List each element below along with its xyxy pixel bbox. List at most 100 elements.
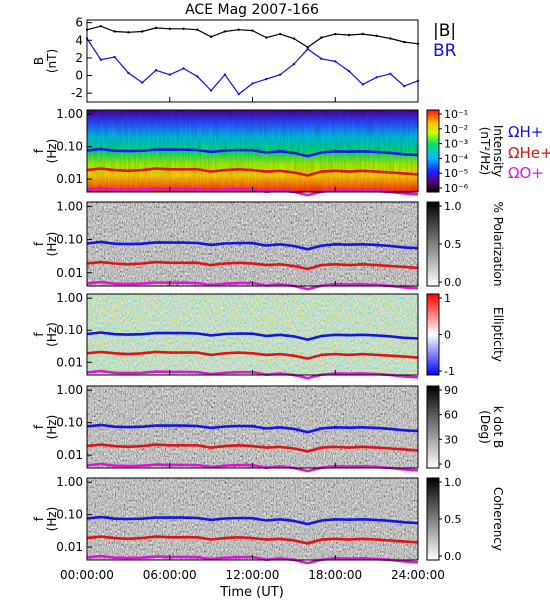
polarization-ylabel-part-0: f (32, 241, 46, 246)
field-ytick-label: 4 (75, 33, 83, 47)
ion-legend: ΩH+ ΩHe+ ΩO+ (508, 123, 550, 182)
intensity-ytick-label: 0.01 (56, 172, 83, 186)
field-ylabel: B(nT) (32, 49, 59, 73)
bmag-point (99, 24, 102, 28)
legend-hplus: ΩH+ (508, 123, 543, 141)
kdotb-ytick-label: 0.10 (56, 416, 83, 430)
br-point (154, 69, 158, 72)
ellipticity-ylabel: f(Hz) (32, 322, 59, 347)
field-ytick-label: 0 (75, 69, 83, 83)
legend-br: BR (433, 41, 457, 61)
intensity-colorbar-tick-label: 10⁻¹ (444, 108, 468, 121)
br-point (251, 82, 254, 85)
coherency-colorbar (426, 477, 440, 561)
coherency-ylabel-part-1: (Hz) (45, 507, 59, 532)
polarization-hplus-line (86, 240, 419, 251)
field-legend: |B| BR (433, 21, 457, 61)
time-tick-label: 24:00:00 (391, 568, 445, 582)
bmag-point (347, 33, 351, 37)
kdotb-ylabel-part-1: (Hz) (45, 415, 59, 440)
bmag-point (154, 26, 158, 30)
br-point (140, 81, 144, 84)
kdotb-colorbar (426, 385, 440, 469)
kdotb-colorbar-label-part-0: k dot B (491, 406, 505, 448)
polarization-heplus-line (86, 260, 419, 271)
br-point (127, 71, 130, 75)
time-tick-label: 00:00:00 (60, 568, 114, 582)
br-point (389, 72, 392, 75)
polarization-colorbar-tick-label: 0.5 (444, 238, 462, 251)
br-point (347, 69, 351, 73)
intensity-ytick-label: 0.10 (56, 140, 83, 154)
intensity-ylabel-part-0: f (32, 148, 46, 153)
intensity-colorbar-tick-label: 10⁻⁴ (444, 152, 469, 165)
coherency-ytick-label: 0.10 (56, 508, 83, 522)
coherency-heplus-line (86, 535, 419, 545)
bmag-point (389, 37, 392, 40)
intensity-ylabel-part-1: (Hz) (45, 139, 59, 164)
kdotb-colorbar-label-part-1: (Deg) (478, 410, 492, 444)
polarization-ylabel-part-1: (Hz) (45, 232, 59, 257)
ellipticity-colorbar (426, 293, 440, 376)
intensity-heplus-line (86, 167, 419, 177)
br-point (278, 73, 282, 76)
kdotb-ytick-label: 1.00 (56, 383, 83, 397)
kdotb-heplus-line (86, 443, 419, 453)
coherency-colorbar-tick-label: 0.5 (444, 513, 462, 526)
legend-bmag: |B| (433, 21, 456, 41)
field-ytick-label: 2 (75, 51, 83, 65)
br-point (334, 60, 337, 63)
figure-title: ACE Mag 2007-166 (185, 2, 319, 18)
bmag-point (182, 27, 185, 31)
coherency-ytick-label: 1.00 (56, 475, 83, 489)
br-point (265, 77, 268, 81)
br-point (320, 57, 323, 60)
time-axis-label: Time (UT) (219, 585, 284, 600)
bmag-point (334, 32, 337, 36)
coherency-ytick-label: 0.01 (56, 540, 83, 554)
intensity-colorbar-tick-label: 10⁻⁶ (444, 182, 469, 195)
bmag-point (306, 46, 309, 49)
coherency-ylabel: f(Hz) (32, 507, 59, 532)
bmag-point (168, 27, 171, 31)
time-tick-label: 12:00:00 (226, 568, 280, 582)
br-point (209, 89, 213, 92)
bmag-point (237, 28, 240, 31)
ellipticity-colorbar-label-part-0: Ellipticity (491, 307, 505, 362)
intensity-ylabel: f(Hz) (32, 139, 59, 164)
bmag-point (361, 32, 365, 36)
legend-heplus: ΩHe+ (508, 144, 550, 162)
time-axis: 00:00:00 06:00:00 12:00:00 18:00:00 24:00:00 (60, 97, 445, 582)
kdotb-hplus-line (86, 423, 419, 434)
intensity-colorbar-label-part-1: (nT²/Hz) (478, 127, 492, 175)
intensity-colorbar-tick-label: 10⁻⁵ (444, 167, 468, 180)
panel-coherency: 1.00 0.10 0.01 f(Hz) 1.0 0.5 0.0 Coherency (32, 475, 505, 565)
polarization-colorbar-tick-label: 1.0 (444, 200, 462, 213)
bmag-point (292, 37, 296, 40)
kdotb-colorbar-tick-label: 60 (444, 409, 458, 422)
kdotb-colorbar-tick-label: 0 (444, 458, 451, 471)
polarization-colorbar (426, 201, 440, 287)
kdotb-colorbar-tick-label: 90 (444, 384, 458, 397)
ellipticity-ylabel-part-1: (Hz) (45, 322, 59, 347)
time-tick-label: 06:00:00 (143, 568, 197, 582)
panels: 6420-2B(nT)1.000.100.01f(Hz)10⁻¹10⁻²10⁻³… (32, 16, 505, 565)
kdotb-ytick-label: 0.01 (56, 448, 83, 462)
br-point (375, 76, 378, 79)
intensity-ytick-label: 1.00 (56, 107, 83, 121)
kdotb-ylabel: f(Hz) (32, 415, 59, 440)
br-point (223, 73, 227, 76)
ellipticity-ylabel-part-0: f (32, 332, 46, 337)
bmag-point (223, 30, 227, 33)
br-point (196, 75, 199, 78)
bmag-point (196, 28, 199, 31)
polarization-ylabel: f(Hz) (32, 232, 59, 257)
bmag-point (113, 30, 116, 33)
br-point (99, 58, 102, 61)
panel-field: 6 4 2 0 -2 B(nT) (32, 16, 420, 103)
coherency-colorbar-tick-label: 0.0 (444, 550, 462, 563)
panel-polarization: 1.00 0.10 0.01 f(Hz) 1.0 0.5 0.0 % Polarization (32, 199, 505, 291)
field-ylabel-part-1: (nT) (45, 49, 59, 73)
ellipticity-colorbar-tick-label: 1 (444, 292, 451, 305)
br-point (403, 84, 406, 88)
